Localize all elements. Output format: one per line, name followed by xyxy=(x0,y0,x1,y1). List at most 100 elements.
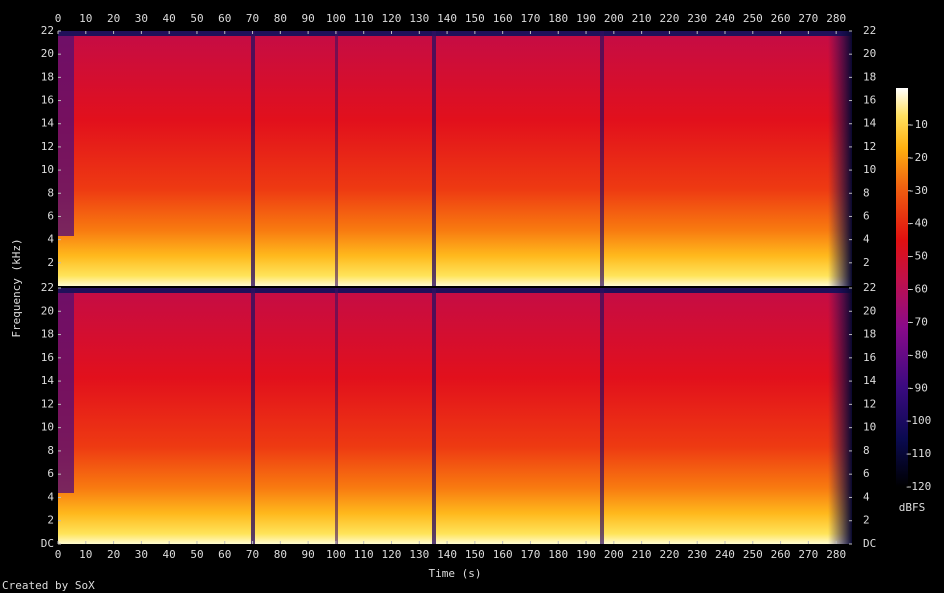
x-tick-label: 100 xyxy=(326,548,346,561)
x-tick-label: 240 xyxy=(715,548,735,561)
x-tick-label: 270 xyxy=(798,12,818,25)
x-tick-label: 210 xyxy=(632,12,652,25)
y-tick-label: 12 xyxy=(863,140,876,153)
x-tick-label: 40 xyxy=(163,548,176,561)
y-tick-label: 16 xyxy=(863,94,876,107)
x-tick-label: 60 xyxy=(218,548,231,561)
x-tick-label: 260 xyxy=(771,12,791,25)
colorbar-tick-label: -100 xyxy=(905,414,932,427)
x-tick-label: 140 xyxy=(437,12,457,25)
y-tick-label: 10 xyxy=(863,421,876,434)
y-tick-label: 4 xyxy=(863,490,870,503)
footer: Created by SoX xyxy=(2,579,95,592)
x-tick-label: 120 xyxy=(382,548,402,561)
y-tick-label: 14 xyxy=(41,374,55,387)
x-tick-label: 170 xyxy=(521,12,541,25)
y-tick-label: 18 xyxy=(863,328,876,341)
x-tick-label: 10 xyxy=(79,12,92,25)
y-tick-label: 6 xyxy=(863,209,870,222)
y-tick-label: 16 xyxy=(41,94,54,107)
x-tick-label: 90 xyxy=(301,548,314,561)
colorbar-tick-label: -20 xyxy=(908,151,928,164)
x-tick-label: 160 xyxy=(493,548,513,561)
y-tick-label: 10 xyxy=(41,421,54,434)
colorbar-label: dBFS xyxy=(899,501,926,514)
x-tick-label: 250 xyxy=(743,548,763,561)
y-tick-label: 20 xyxy=(863,304,876,317)
x-tick-label: 280 xyxy=(826,548,846,561)
x-tick-label: 50 xyxy=(190,548,203,561)
x-tick-label: 200 xyxy=(604,12,624,25)
colorbar-tick-label: -70 xyxy=(908,315,928,328)
y-tick-label: 8 xyxy=(863,186,870,199)
y-tick-label: 12 xyxy=(41,140,54,153)
x-tick-label: 50 xyxy=(190,12,203,25)
y-tick-label: 2 xyxy=(47,256,54,269)
y-tick-label: 8 xyxy=(863,444,870,457)
x-tick-label: 190 xyxy=(576,12,596,25)
y-tick-label: 6 xyxy=(47,209,54,222)
x-tick-label: 130 xyxy=(409,548,429,561)
x-tick-label: 270 xyxy=(798,548,818,561)
y-tick-label: DC xyxy=(41,537,54,550)
y-tick-label: 22 xyxy=(863,281,876,294)
x-tick-label: 220 xyxy=(659,548,679,561)
y-tick-label: DC xyxy=(863,537,876,550)
colorbar-tick-label: -50 xyxy=(908,250,928,263)
x-tick-label: 70 xyxy=(246,12,259,25)
y-tick-label: 6 xyxy=(863,467,870,480)
y-tick-label: 14 xyxy=(863,374,877,387)
x-tick-label: 20 xyxy=(107,548,120,561)
y-tick-label: 2 xyxy=(863,256,870,269)
y-tick-label: 8 xyxy=(47,186,54,199)
x-tick-label: 40 xyxy=(163,12,176,25)
colorbar-tick-label: -10 xyxy=(908,118,928,131)
y-tick-label: 12 xyxy=(41,397,54,410)
colorbar-tick-label: -30 xyxy=(908,184,928,197)
y-tick-label: 18 xyxy=(41,70,54,83)
y-tick-label: 10 xyxy=(863,163,876,176)
x-tick-label: 170 xyxy=(521,548,541,561)
y-tick-label: 8 xyxy=(47,444,54,457)
y-tick-label: 16 xyxy=(863,351,876,364)
x-tick-label: 60 xyxy=(218,12,231,25)
y-tick-label: 22 xyxy=(863,24,876,37)
x-tick-label: 220 xyxy=(659,12,679,25)
x-tick-label: 150 xyxy=(465,548,485,561)
colorbar-tick-label: -110 xyxy=(905,447,932,460)
x-tick-label: 110 xyxy=(354,12,374,25)
x-tick-label: 250 xyxy=(743,12,763,25)
x-tick-label: 240 xyxy=(715,12,735,25)
y-tick-label: 22 xyxy=(41,281,54,294)
x-tick-label: 230 xyxy=(687,548,707,561)
colorbar-tick-label: -80 xyxy=(908,348,928,361)
y-tick-label: 18 xyxy=(41,328,54,341)
x-tick-label: 0 xyxy=(55,548,62,561)
y-tick-label: 4 xyxy=(47,233,54,246)
y-axis-label: Frequency (kHz) xyxy=(10,238,23,337)
x-tick-label: 140 xyxy=(437,548,457,561)
colorbar xyxy=(896,88,908,487)
y-tick-label: 20 xyxy=(41,47,54,60)
x-axis-label: Time (s) xyxy=(429,567,482,580)
x-tick-label: 30 xyxy=(135,12,148,25)
x-tick-label: 280 xyxy=(826,12,846,25)
y-tick-label: 6 xyxy=(47,467,54,480)
x-tick-label: 120 xyxy=(382,12,402,25)
x-tick-label: 0 xyxy=(55,12,62,25)
y-tick-label: 4 xyxy=(47,490,54,503)
x-tick-label: 230 xyxy=(687,12,707,25)
x-tick-label: 70 xyxy=(246,548,259,561)
x-tick-label: 20 xyxy=(107,12,120,25)
y-tick-label: 20 xyxy=(41,304,54,317)
x-tick-label: 210 xyxy=(632,548,652,561)
y-tick-label: 14 xyxy=(863,117,877,130)
x-tick-label: 180 xyxy=(548,548,568,561)
x-tick-label: 190 xyxy=(576,548,596,561)
x-tick-label: 100 xyxy=(326,12,346,25)
channel-1-image xyxy=(58,31,852,286)
x-tick-label: 80 xyxy=(274,12,287,25)
y-tick-label: 2 xyxy=(863,514,870,527)
y-tick-label: 22 xyxy=(41,24,54,37)
x-tick-label: 200 xyxy=(604,548,624,561)
